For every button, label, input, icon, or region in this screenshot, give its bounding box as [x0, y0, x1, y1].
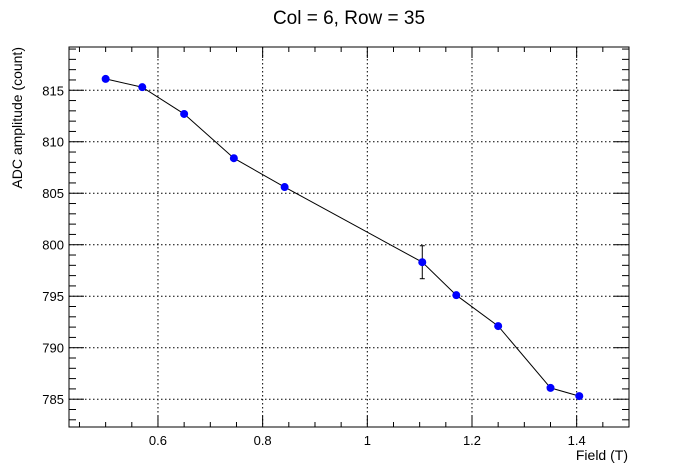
y-axis-label: ADC amplitude (count)	[9, 47, 25, 189]
y-tick-label-5: 810	[42, 135, 64, 150]
plot-frame	[68, 46, 630, 428]
y-tick-label-6: 815	[42, 83, 64, 98]
grid	[69, 47, 629, 427]
y-tick-label-1: 790	[42, 341, 64, 356]
data-point	[101, 74, 110, 83]
data-point	[280, 183, 289, 192]
data-point	[180, 109, 189, 118]
y-tick-label-0: 785	[42, 392, 64, 407]
chart-title: Col = 6, Row = 35	[273, 8, 425, 29]
axis-ticks	[69, 47, 630, 427]
data-point	[229, 154, 238, 163]
x-tick-label-4: 1.4	[568, 433, 586, 448]
x-tick-label-2: 1	[364, 433, 371, 448]
series-line-0	[105, 78, 580, 397]
x-tick-label-3: 1.2	[463, 433, 481, 448]
x-axis-label: Field (T)	[576, 447, 628, 463]
x-tick-labels: 0.6 0.8 1 1.2 1.4	[149, 433, 586, 448]
y-tick-label-2: 795	[42, 289, 64, 304]
y-tick-label-3: 800	[42, 238, 64, 253]
data-point	[138, 83, 147, 92]
y-tick-labels: 785 790 795 800 805 810 815	[42, 83, 64, 407]
x-tick-label-1: 0.8	[254, 433, 272, 448]
y-tick-label-4: 805	[42, 186, 64, 201]
data-point	[418, 258, 427, 267]
data-point	[546, 383, 555, 392]
data-point	[575, 392, 584, 401]
data-series	[101, 74, 584, 401]
data-point	[452, 291, 461, 300]
x-tick-label-0: 0.6	[149, 433, 167, 448]
data-point	[494, 322, 503, 331]
